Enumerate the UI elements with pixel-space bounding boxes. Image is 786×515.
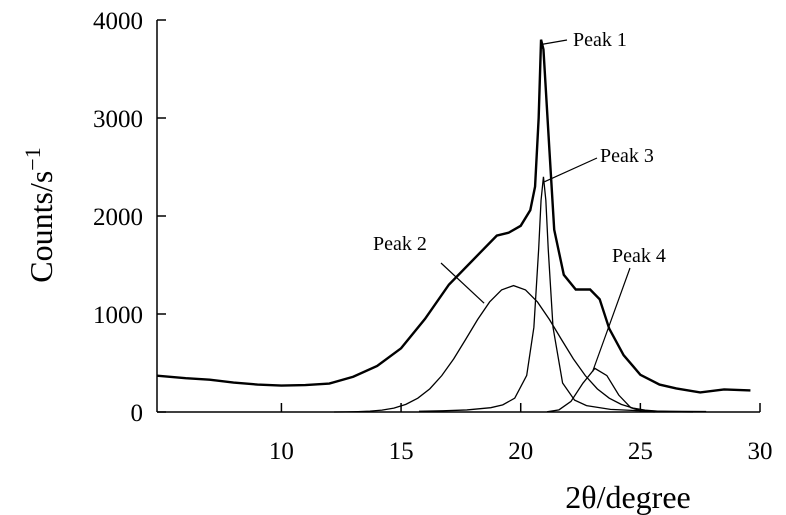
y-tick-label: 3000 [93,106,143,133]
x-tick-label: 20 [508,438,533,465]
y-tick-label: 4000 [93,8,143,35]
x-axis-label: 2θ/degree [565,479,690,515]
y-tick-label: 1000 [93,302,143,329]
y-tick-label: 2000 [93,204,143,231]
peak-line [334,284,694,413]
annotation-label: Peak 1 [573,29,627,51]
x-tick-label: 10 [269,438,294,465]
annotation-label: Peak 4 [612,245,666,267]
y-axis-label-exponent: −1 [20,147,45,170]
x-tick-label: 25 [628,438,653,465]
y-axis-label: Counts/s−1 [20,147,59,282]
annotation-leader [440,262,485,304]
annotation-leader [591,267,631,373]
peak-line [546,367,655,413]
data-line [156,39,751,394]
x-tick-label: 15 [389,438,414,465]
annotation-label: Peak 2 [373,233,427,255]
annotation-label: Peak 3 [600,145,654,167]
peak-line [419,176,707,413]
annotation-leader [544,157,598,183]
y-axis-label-text: Counts/s [23,171,59,283]
annotation-leader [540,39,568,46]
x-tick-label: 30 [748,438,773,465]
y-tick-label: 0 [131,400,144,427]
